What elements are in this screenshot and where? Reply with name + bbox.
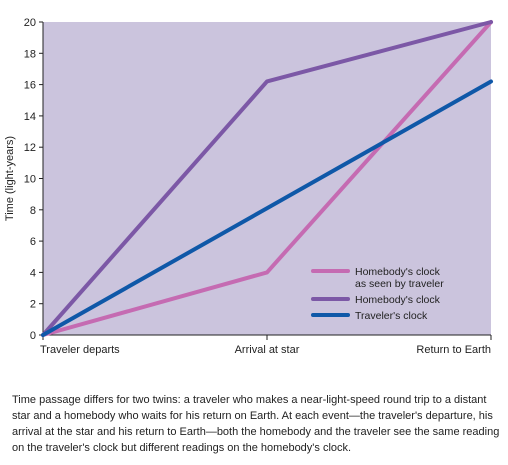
y-tick-label: 18 [24,48,36,60]
y-tick-label: 4 [30,267,36,279]
x-tick-label: Traveler departs [40,344,120,356]
y-tick-label: 0 [30,330,36,342]
series-lines [41,20,493,337]
y-tick-label: 2 [30,299,36,311]
legend-label-2: Traveler's clock [355,310,428,322]
y-tick-label: 6 [30,236,36,248]
series-line-1 [41,20,493,337]
x-tick-label: Arrival at star [235,344,300,356]
legend-label-1: Homebody's clock [355,294,441,306]
y-tick-label: 12 [24,142,36,154]
y-tick-label: 20 [24,17,36,29]
line-chart: 0 2 4 6 8 10 12 14 16 18 20 Traveler departs Arriva… [4,17,493,356]
y-tick-label: 8 [30,205,36,217]
x-tick-label: Return to Earth [416,344,491,356]
series-line-0 [41,20,493,337]
y-tick-label: 10 [24,174,36,186]
y-axis-label: Time (light-years) [4,136,16,221]
figure-caption: Time passage differs for two twins: a tr… [12,394,500,454]
legend-label-0: as seen by traveler [355,278,444,290]
series-line-2 [41,79,493,337]
y-axis-ticks: 0 2 4 6 8 10 12 14 16 18 20 [24,17,43,342]
y-tick-label: 14 [24,111,36,123]
y-tick-label: 16 [24,80,36,92]
plot-area [43,22,491,335]
x-axis-ticks: Traveler departs Arrival at star Return to… [40,335,492,356]
legend-label-0: Homebody's clock [355,266,441,278]
